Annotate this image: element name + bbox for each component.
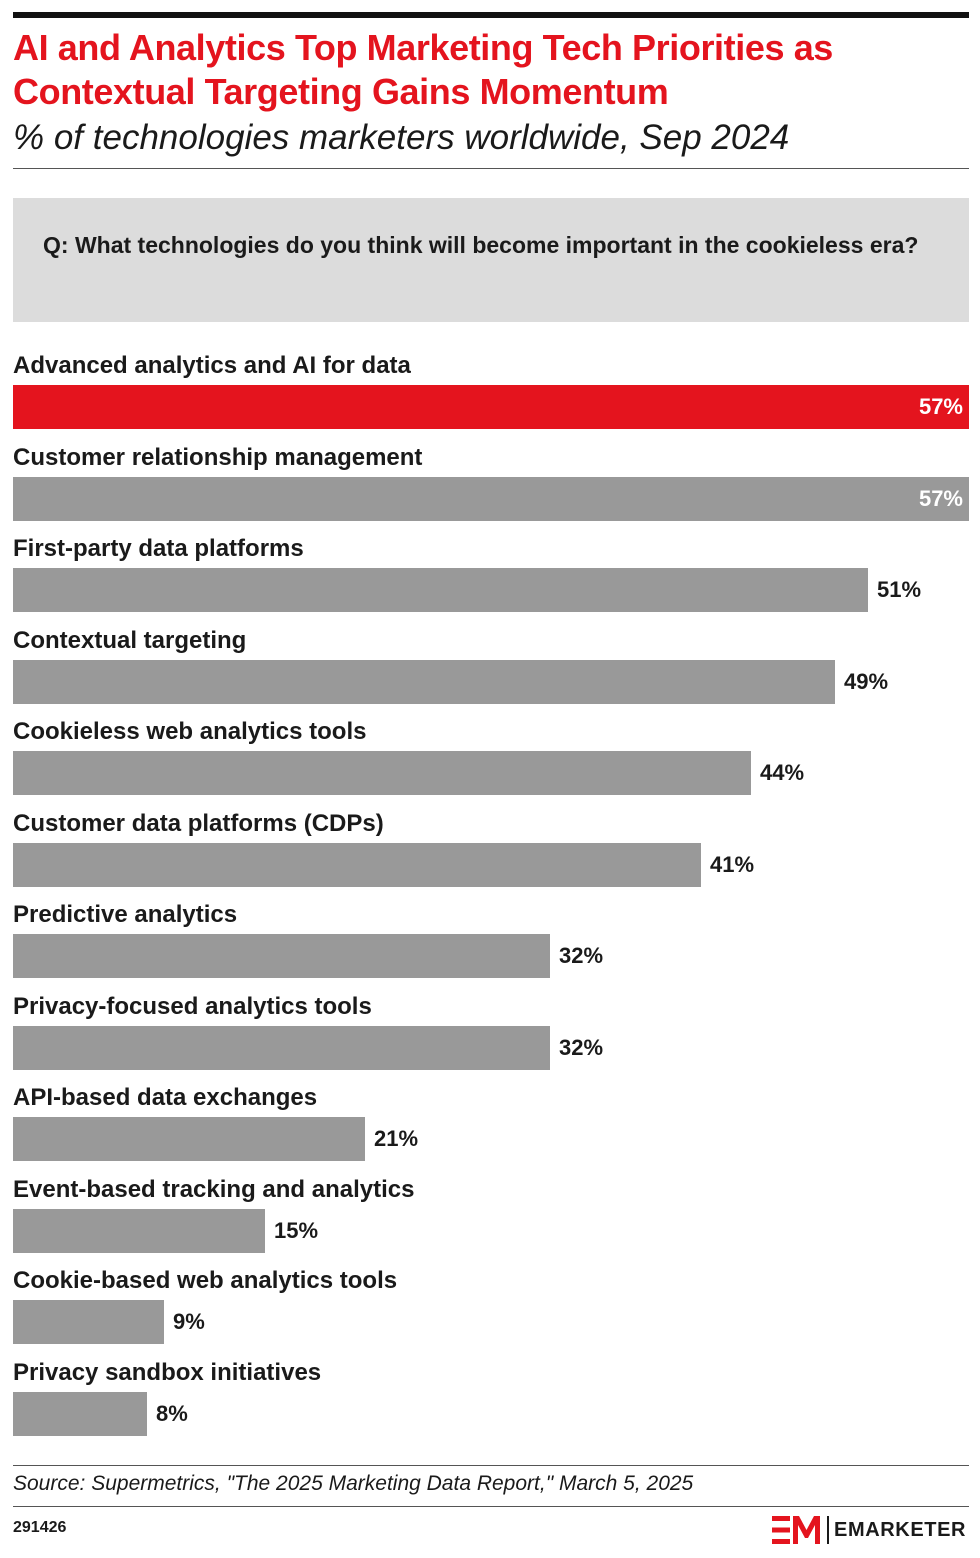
bar-label: API-based data exchanges — [13, 1084, 318, 1111]
brand-separator — [827, 1516, 829, 1544]
bar-value-label: 41% — [710, 851, 755, 877]
bar — [13, 842, 701, 887]
bar-label: Cookie-based web analytics tools — [13, 1267, 398, 1294]
subtitle-divider — [13, 168, 969, 169]
chart-title: AI and Analytics Top Marketing Tech Prio… — [13, 27, 833, 112]
bar-value-label: 32% — [559, 1034, 604, 1060]
bar-value-label: 21% — [374, 1126, 419, 1151]
bar-value-label: 8% — [156, 1400, 188, 1426]
brand-logo: EMARKETER — [772, 1512, 969, 1548]
bar-value-label: 32% — [559, 943, 604, 968]
bar — [13, 1025, 550, 1070]
bar — [13, 1208, 265, 1253]
bar-value-label: 15% — [274, 1217, 319, 1243]
bar-label: Customer data platforms (CDPs) — [13, 809, 384, 837]
bar-label: Predictive analytics — [13, 901, 238, 928]
question-box: Q: What technologies do you think will b… — [13, 198, 969, 322]
bar-value-label: 57% — [918, 394, 963, 419]
footer-divider-bottom — [13, 1506, 969, 1507]
bar-label: Customer relationship management — [13, 443, 423, 471]
bar-label: First-party data platforms — [13, 535, 304, 562]
bar — [13, 751, 751, 795]
chart-id: 291426 — [13, 1519, 67, 1536]
em-logo-icon — [772, 1516, 820, 1544]
bar — [13, 1391, 147, 1436]
bar-label: Contextual targeting — [13, 626, 247, 654]
question-text: Q: What technologies do you think will b… — [43, 232, 919, 258]
bar-value-label: 57% — [918, 485, 963, 511]
bar-label: Privacy sandbox initiatives — [13, 1358, 322, 1386]
bar-value-label: 51% — [877, 577, 922, 602]
brand-name: EMARKETER — [834, 1519, 967, 1541]
footer-divider — [13, 1465, 969, 1466]
bar — [13, 476, 969, 521]
bar-label: Privacy-focused analytics tools — [13, 992, 372, 1020]
bar-label: Advanced analytics and AI for data — [13, 352, 411, 379]
bar — [13, 568, 868, 612]
source-note: Source: Supermetrics, "The 2025 Marketin… — [13, 1472, 694, 1495]
bar — [13, 1117, 365, 1161]
bar-label: Cookieless web analytics tools — [13, 718, 367, 745]
chart-subtitle: % of technologies marketers worldwide, S… — [13, 118, 790, 157]
bar — [13, 385, 969, 429]
bar — [13, 934, 550, 978]
bar — [13, 1300, 164, 1344]
bar-value-label: 9% — [173, 1309, 205, 1334]
bar — [13, 659, 835, 704]
bar-value-label: 44% — [760, 760, 805, 785]
top-rule — [13, 12, 969, 18]
bar-label: Event-based tracking and analytics — [13, 1175, 415, 1203]
bar-value-label: 49% — [844, 668, 889, 694]
